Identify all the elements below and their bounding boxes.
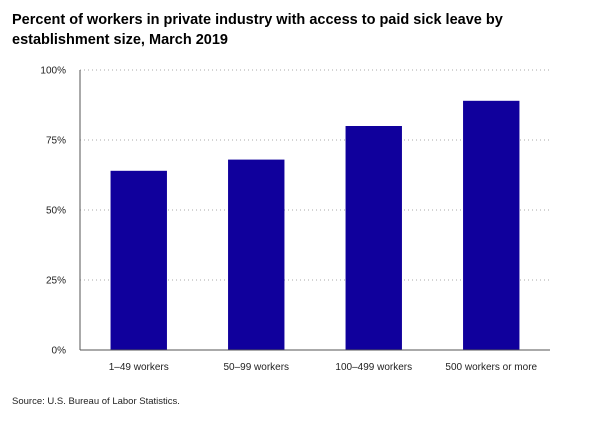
- chart-title: Percent of workers in private industry w…: [12, 12, 503, 48]
- axes: [79, 70, 550, 351]
- y-tick-label: 100%: [40, 66, 66, 77]
- x-tick-label: 100–499 workers: [335, 362, 412, 373]
- y-tick-label: 0%: [52, 346, 67, 357]
- bar: [345, 126, 402, 350]
- x-tick-label: 1–49 workers: [109, 362, 169, 373]
- x-tick-label: 500 workers or more: [445, 362, 537, 373]
- y-tick-label: 75%: [46, 136, 66, 147]
- bar: [110, 170, 167, 350]
- x-tick-label: 50–99 workers: [223, 362, 289, 373]
- source-note: Source: U.S. Bureau of Labor Statistics.: [12, 396, 180, 407]
- x-tick-labels: 1–49 workers 50–99 workers 100–499 workers…: [109, 362, 538, 373]
- bars: [110, 100, 520, 350]
- y-tick-label: 25%: [46, 276, 66, 287]
- y-tick-label: 50%: [46, 206, 66, 217]
- y-tick-labels: 0% 25% 50% 75% 100%: [40, 66, 66, 357]
- bar: [228, 159, 285, 350]
- bar: [463, 100, 520, 350]
